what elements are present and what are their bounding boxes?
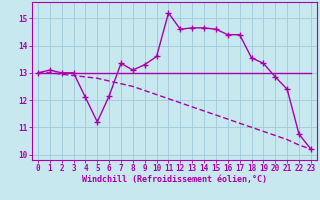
X-axis label: Windchill (Refroidissement éolien,°C): Windchill (Refroidissement éolien,°C) — [82, 175, 267, 184]
